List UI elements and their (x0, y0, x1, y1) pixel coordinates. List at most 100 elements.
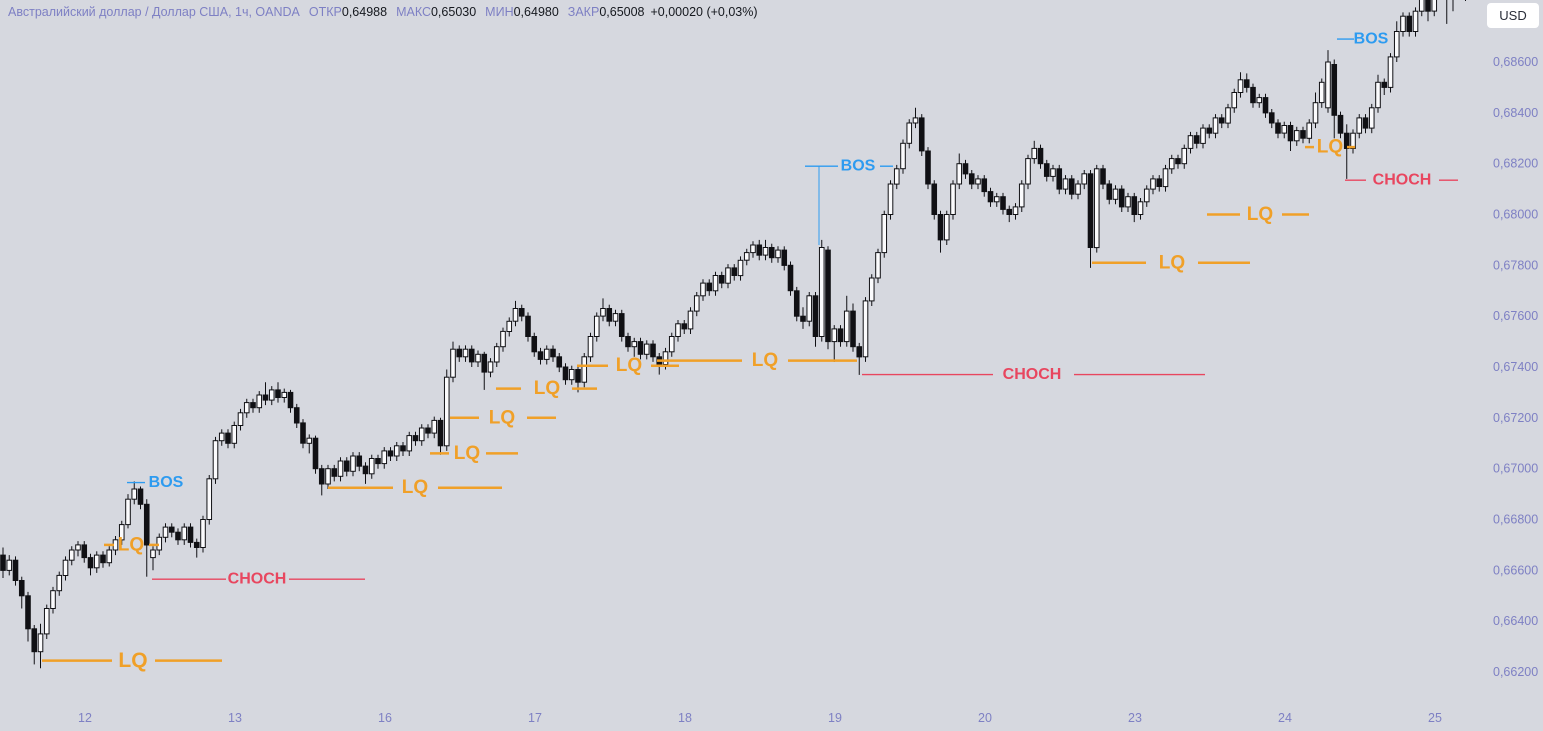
candle-body (312, 437, 319, 470)
candle-body (43, 608, 50, 635)
candle-body (81, 544, 88, 559)
candle-body (856, 346, 863, 358)
candle-body (481, 353, 488, 373)
open-value: 0,64988 (341, 5, 388, 19)
high-value: 0,65030 (430, 5, 477, 19)
candle-body (1375, 81, 1381, 109)
price-axis-label: 0,66800 (1493, 513, 1538, 527)
candle-body (568, 369, 575, 381)
candle-body (781, 249, 788, 266)
candle-body (306, 437, 313, 444)
time-axis-label: 25 (1428, 711, 1442, 725)
candle-body (1131, 196, 1138, 215)
candle-body (331, 468, 338, 477)
candle-body (31, 628, 38, 653)
currency-button[interactable]: USD (1487, 3, 1539, 28)
price-axis-label: 0,66400 (1493, 614, 1538, 628)
candle-body (1068, 178, 1075, 195)
candle-body (631, 341, 638, 348)
candle-body (800, 315, 806, 322)
candle-body (912, 117, 919, 124)
candle-body (900, 142, 906, 170)
candle-body (212, 440, 219, 480)
low-label: МИН (485, 5, 514, 19)
candle-body (1212, 117, 1219, 134)
candle-body (637, 341, 644, 355)
candle-body (150, 549, 156, 559)
lq-label: LQ (1317, 137, 1343, 158)
candle-body (1275, 122, 1281, 134)
candle-body (131, 488, 138, 500)
candle-body (87, 557, 94, 569)
candle-body (1243, 79, 1250, 88)
time-axis[interactable]: 12 13 16 17 18 19 20 23 24 25 (78, 711, 1442, 725)
candle-body (1431, 0, 1438, 12)
candle-body (525, 315, 531, 338)
candle-body (1062, 178, 1069, 190)
candle-body (1206, 127, 1213, 134)
change-value: +0,00020 (+0,03%) (650, 5, 758, 19)
candle-body (600, 308, 606, 317)
candles-layer (0, 0, 1466, 669)
candle-body (531, 336, 538, 353)
candle-body (537, 351, 544, 360)
price-axis-label: 0,66600 (1493, 563, 1538, 577)
candle-body (893, 168, 900, 185)
high-label: МАКС (396, 5, 431, 19)
price-axis-label: 0,66200 (1493, 665, 1538, 679)
candle-body (812, 295, 819, 337)
candle-body (1193, 135, 1200, 144)
lq-label: LQ (1247, 204, 1273, 225)
candle-body (143, 503, 150, 546)
candle-body (831, 328, 838, 343)
candle-body (425, 427, 431, 434)
candle-body (1318, 81, 1325, 104)
candle-body (1175, 158, 1181, 165)
candle-body (387, 450, 394, 457)
candle-body (956, 163, 963, 185)
candle-body (256, 394, 263, 409)
candle-body (400, 445, 406, 452)
candle-body (981, 178, 988, 193)
candle-body (612, 313, 619, 322)
choch-label: CHOCH (228, 571, 287, 588)
candle-body (1018, 183, 1025, 208)
candle-body (300, 422, 306, 444)
candle-body (200, 519, 206, 548)
price-axis[interactable]: 0,68600 0,68400 0,68200 0,68000 0,67800 0,676… (1493, 55, 1538, 679)
candle-body (1031, 147, 1038, 160)
candle-body (268, 389, 275, 401)
candle-body (1043, 163, 1050, 177)
candle-body (1218, 117, 1225, 124)
candle-body (1150, 178, 1156, 190)
candle-body (1156, 178, 1163, 187)
candle-body (625, 336, 631, 348)
time-axis-label: 13 (228, 711, 242, 725)
candle-body (93, 554, 100, 569)
time-axis-label: 18 (678, 711, 692, 725)
candle-body (962, 163, 969, 175)
candle-body (381, 450, 388, 465)
candle-body (350, 455, 356, 472)
candle-body (1387, 56, 1394, 88)
symbol-title[interactable]: Австралийский доллар / Доллар США, 1ч, O… (8, 5, 300, 19)
lq-label: LQ (118, 534, 144, 555)
candle-body (925, 150, 931, 185)
candle-body (1306, 122, 1313, 139)
candle-body (12, 559, 19, 582)
candle-body (675, 323, 681, 337)
candle-body (1093, 168, 1100, 249)
candle-body (6, 559, 13, 571)
candle-body (1312, 102, 1319, 124)
candle-body (50, 590, 56, 610)
close-value: 0,65008 (599, 5, 645, 19)
open-label: ОТКР (308, 5, 342, 19)
candle-body (937, 214, 944, 241)
candle-body (1106, 183, 1113, 200)
candle-body (968, 173, 975, 185)
candle-body (837, 328, 844, 343)
candle-body (875, 252, 881, 279)
